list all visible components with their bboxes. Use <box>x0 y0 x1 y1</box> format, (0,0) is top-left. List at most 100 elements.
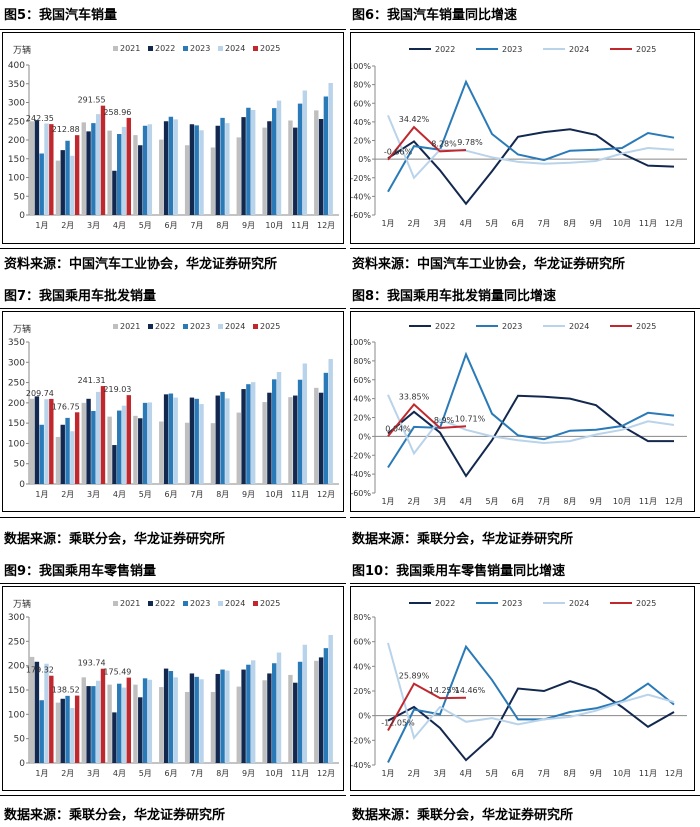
bar-2024 <box>147 402 153 484</box>
legend-label-2023: 2023 <box>502 599 522 608</box>
figure-8-source: 数据来源：乘联分会，华龙证券研究所 <box>352 532 574 547</box>
title-rule <box>0 29 346 30</box>
legend-swatch-2023 <box>183 601 188 606</box>
bar-2022 <box>60 424 65 484</box>
bar-2022 <box>293 127 298 215</box>
bar-2022 <box>189 124 195 215</box>
figure-7-source: 数据来源：乘联分会，华龙证券研究所 <box>4 532 226 547</box>
figure-5-source: 资料来源：中国汽车工业协会，华龙证券研究所 <box>4 257 278 272</box>
legend-label-2023: 2023 <box>190 599 210 608</box>
bar-2024 <box>328 359 333 484</box>
bar-2024 <box>173 397 178 484</box>
source-rule <box>0 248 346 249</box>
y-tick-label: 20% <box>353 137 371 146</box>
y-tick-label: -20% <box>351 736 371 745</box>
x-tick-label: 9月 <box>589 497 602 506</box>
y-axis-unit-label: 万辆 <box>13 323 31 335</box>
bar-2024 <box>44 399 49 484</box>
figure-5-chart: 万辆 0 50 100 150 200 250 300 350 400 1月 2月 3月 4月 5月 6月 7月… <box>8 44 339 230</box>
data-label-2025: 176.75 <box>52 402 80 411</box>
legend-label-2025: 2025 <box>636 322 656 331</box>
y-tick-label: 80% <box>353 613 371 622</box>
y-tick-label: 50 <box>14 735 26 745</box>
bar-2022 <box>163 668 169 763</box>
bar-2023 <box>142 125 148 215</box>
figure-8-chart: -60% -40% -20% 0% 20% 40% 60% 80% 100% 1月 2月 3月 4月 5月… <box>351 322 687 506</box>
bar-2024 <box>225 123 230 215</box>
y-tick-label: 40% <box>353 662 371 671</box>
y-tick-label: 60% <box>353 99 371 108</box>
x-tick-label: 2月 <box>407 497 420 506</box>
figure-8-panel: -60% -40% -20% 0% 20% 40% 60% 80% 100% 1月 2月 3月 4月 5月… <box>350 311 695 512</box>
x-tick-label: 10月 <box>613 497 631 506</box>
bar-2022 <box>215 125 220 215</box>
bar-2023 <box>117 683 122 763</box>
bar-2021 <box>55 436 61 484</box>
x-tick-label: 6月 <box>165 221 178 230</box>
bar-2022 <box>60 698 65 763</box>
bar-2021 <box>107 130 112 215</box>
bar-2024 <box>70 431 75 484</box>
y-tick-label: -60% <box>351 489 371 498</box>
source-rule <box>350 248 700 249</box>
legend-label-2024: 2024 <box>225 322 245 331</box>
line-series-2025 <box>387 125 467 161</box>
bar-2022 <box>189 673 195 763</box>
y-tick-label: 150 <box>8 155 25 165</box>
data-label-2025: 8.9% <box>434 416 455 425</box>
data-label-2025: 209.74 <box>26 389 54 398</box>
x-tick-label: 11月 <box>639 769 657 778</box>
bar-2021 <box>184 422 190 484</box>
bar-2023 <box>65 140 70 215</box>
bar-2024 <box>121 687 127 763</box>
x-tick-label: 11月 <box>291 490 309 499</box>
y-tick-label: 200 <box>8 662 25 672</box>
source-rule <box>0 517 346 518</box>
x-tick-label: 9月 <box>589 769 602 778</box>
y-tick-label: -40% <box>351 761 371 770</box>
y-tick-label: -40% <box>351 470 371 479</box>
bar-2023 <box>246 384 251 484</box>
x-tick-label: 7月 <box>190 221 203 230</box>
y-tick-label: 50 <box>14 192 26 202</box>
legend-label-2022: 2022 <box>435 322 455 331</box>
bar-2023 <box>65 695 70 763</box>
x-tick-label: 9月 <box>242 490 255 499</box>
x-tick-label: 8月 <box>216 769 229 778</box>
bar-2021 <box>29 398 35 484</box>
x-tick-label: 5月 <box>139 490 152 499</box>
x-tick-label: 1月 <box>381 219 394 228</box>
bar-2022 <box>138 697 143 763</box>
x-tick-label: 4月 <box>459 497 472 506</box>
data-label-2025: 291.55 <box>78 96 106 105</box>
legend-swatch-2025 <box>253 46 258 51</box>
bar-2023 <box>323 372 329 484</box>
bar-2024 <box>95 680 101 763</box>
legend-label-2022: 2022 <box>155 44 175 53</box>
x-tick-label: 7月 <box>190 769 203 778</box>
y-tick-label: 0 <box>19 759 25 769</box>
bar-2022 <box>112 170 117 215</box>
legend-label-2025: 2025 <box>260 44 280 53</box>
bar-2021 <box>288 397 293 484</box>
bar-2021 <box>81 402 86 484</box>
figure-7-chart: 万辆 0 50 100 150 200 250 300 350 1月 2月 3月 4月 5月 6月 7月 8月 9… <box>8 322 339 499</box>
y-tick-label: 40% <box>353 395 371 404</box>
x-tick-label: 12月 <box>665 769 683 778</box>
y-axis-unit-label: 万辆 <box>13 44 31 56</box>
bar-2025 <box>49 124 54 215</box>
x-tick-label: 1月 <box>35 769 48 778</box>
legend-swatch-2025 <box>253 601 258 606</box>
line-series-2024 <box>387 642 675 741</box>
y-tick-label: 250 <box>8 117 25 127</box>
x-tick-label: 9月 <box>242 221 255 230</box>
x-tick-label: 12月 <box>317 490 335 499</box>
line-series-2024 <box>387 115 675 180</box>
figure-10-title: 图10：我国乘用车零售销量同比增速 <box>352 564 566 579</box>
bar-2024 <box>70 155 75 215</box>
bar-2022 <box>318 392 324 484</box>
x-tick-label: 10月 <box>265 769 283 778</box>
x-tick-label: 5月 <box>139 769 152 778</box>
bar-2022 <box>241 117 246 215</box>
y-tick-label: 350 <box>8 338 25 348</box>
